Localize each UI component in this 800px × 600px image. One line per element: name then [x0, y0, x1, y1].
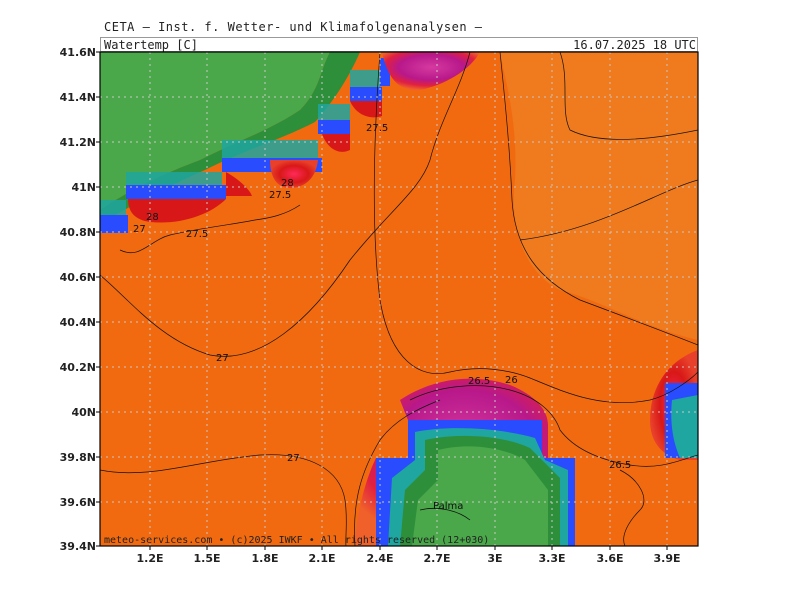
map-frame — [99, 51, 699, 547]
contour-label-group: 27 28 27.5 27 27.5 28 27.5 27 26.5 26 26… — [133, 123, 631, 471]
warm-strips-north — [128, 52, 480, 223]
lat-label: 40.8N — [60, 226, 96, 239]
coast-teal-north — [100, 70, 380, 215]
lon-label: 3.3E — [538, 552, 565, 565]
place-label-palma: Palma — [433, 501, 463, 512]
chart-title: CETA — Inst. f. Wetter- und Klimafolgena… — [104, 20, 483, 34]
contour-label: 28 — [146, 212, 159, 223]
contour-label: 26 — [505, 375, 518, 386]
lon-label: 2.1E — [308, 552, 335, 565]
lat-label: 40.4N — [60, 316, 96, 329]
contour-label: 27 — [133, 224, 146, 235]
lon-label: 3E — [487, 552, 502, 565]
lon-label: 3.9E — [653, 552, 680, 565]
lon-label: 2.7E — [423, 552, 450, 565]
lon-label: 1.8E — [251, 552, 278, 565]
lon-axis: 1.2E 1.5E 1.8E 2.1E 2.4E 2.7E 3E 3.3E 3.… — [136, 552, 680, 565]
mallorca-island — [355, 378, 575, 546]
contour-label: 26.5 — [468, 376, 490, 387]
palma-bay — [419, 507, 471, 521]
lon-label: 2.4E — [366, 552, 393, 565]
lat-label: 39.8N — [60, 451, 96, 464]
lat-label: 41N — [71, 181, 96, 194]
contour-label: 27.5 — [186, 229, 208, 240]
lon-label: 1.5E — [193, 552, 220, 565]
contour-label: 27 — [216, 353, 229, 364]
lat-label: 41.6N — [60, 46, 96, 59]
contour-label: 27.5 — [366, 123, 388, 134]
lat-label: 40N — [71, 406, 96, 419]
contour-label: 27 — [287, 453, 300, 464]
lat-axis: 41.6N 41.4N 41.2N 41N 40.8N 40.6N 40.4N … — [60, 46, 96, 553]
lat-label: 39.6N — [60, 496, 96, 509]
sea-cool-east — [500, 52, 698, 340]
contour-label: 28 — [281, 178, 294, 189]
lat-label: 40.6N — [60, 271, 96, 284]
map-field — [100, 52, 698, 546]
contour-lines — [100, 52, 698, 546]
contour-label: 27.5 — [269, 190, 291, 201]
land-catalonia — [100, 52, 330, 210]
menorca-edge — [650, 350, 698, 460]
axis-ticks — [96, 51, 668, 550]
lon-label: 3.6E — [596, 552, 623, 565]
graticule — [100, 52, 698, 546]
contour-label: 26.5 — [609, 460, 631, 471]
lon-label: 1.2E — [136, 552, 163, 565]
valid-time: 16.07.2025 18 UTC — [573, 38, 696, 52]
lat-label: 39.4N — [60, 540, 96, 553]
field-label: Watertemp [C] — [104, 38, 198, 52]
footer-credit: meteo-services.com • (c)2025 IWKF • All … — [104, 535, 489, 546]
lat-label: 41.2N — [60, 136, 96, 149]
lat-label: 41.4N — [60, 91, 96, 104]
lat-label: 40.2N — [60, 361, 96, 374]
